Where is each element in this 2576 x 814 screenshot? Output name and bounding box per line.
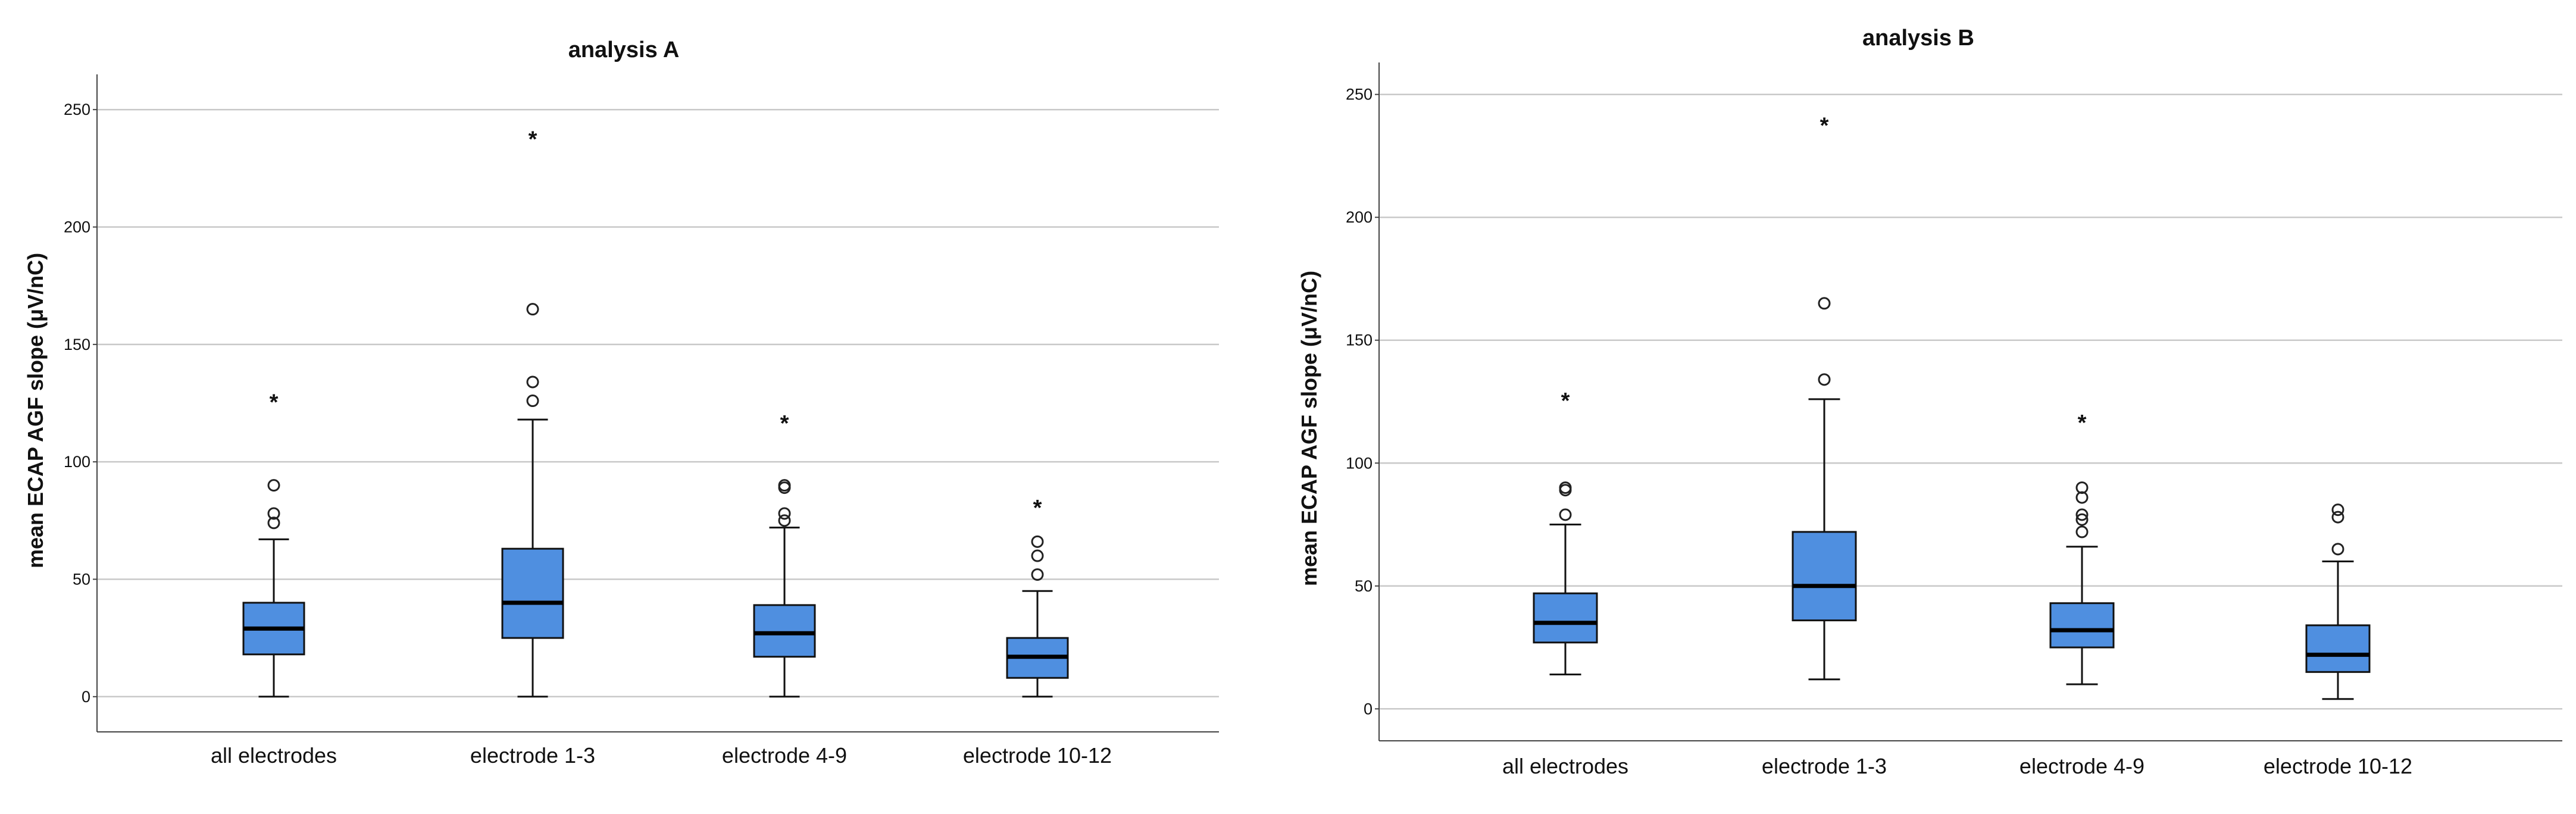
extreme-point: * <box>529 127 537 152</box>
chart-panel-a: analysis A mean ECAP AGF slope (μV/nC) 0… <box>0 0 1274 811</box>
chart-b-box-3: * <box>2049 411 2115 685</box>
chart-a-boxes: * * * * <box>242 127 1069 698</box>
outlier-point <box>778 507 791 520</box>
outlier-point <box>1031 535 1044 548</box>
chart-b-category-label: electrode 1-3 <box>1762 754 1887 778</box>
outlier-point <box>2331 503 2344 516</box>
chart-b-svg: analysis B mean ECAP AGF slope (μV/nC) 0… <box>1297 26 2562 778</box>
extreme-point: * <box>1820 113 1829 138</box>
chart-b-y-ticks: 0 50 100 150 200 250 <box>1346 86 1379 718</box>
outlier-point <box>526 303 539 316</box>
outlier-point <box>2075 508 2089 521</box>
chart-a-y-tick-label: 0 <box>82 688 90 706</box>
iqr-box <box>2305 624 2371 673</box>
outlier-point <box>1559 481 1572 494</box>
chart-b-y-tick-label: 250 <box>1346 86 1373 104</box>
iqr-box <box>753 604 816 658</box>
iqr-box <box>501 547 564 639</box>
outlier-point <box>267 507 280 520</box>
outlier-point <box>526 375 539 389</box>
chart-a-title: analysis A <box>568 37 680 62</box>
outlier-point <box>526 395 539 408</box>
outlier-point <box>2075 525 2089 539</box>
chart-a-box-2: * <box>501 127 564 698</box>
chart-b-boxes: * * * <box>1533 113 2371 700</box>
chart-b-gridlines <box>1379 93 2562 710</box>
iqr-box <box>1533 592 1598 644</box>
chart-b-box-1: * <box>1533 389 1598 675</box>
chart-b-box-2: * <box>1792 113 1857 681</box>
chart-b-y-tick-label: 100 <box>1346 454 1373 472</box>
extreme-point: * <box>2078 411 2087 436</box>
chart-a-y-tick-label: 150 <box>64 336 90 353</box>
outlier-point <box>778 514 791 527</box>
chart-b-y-tick-label: 200 <box>1346 208 1373 226</box>
outlier-point <box>1031 568 1044 581</box>
chart-b-category-label: electrode 10-12 <box>2264 754 2412 778</box>
chart-b-y-tick-label: 50 <box>1355 577 1373 595</box>
chart-b-y-tick-label: 150 <box>1346 331 1373 349</box>
chart-a-y-ticks: 0 50 100 150 200 250 <box>64 101 97 706</box>
chart-a-svg: analysis A mean ECAP AGF slope (μV/nC) 0… <box>23 37 1219 768</box>
extreme-point: * <box>1033 496 1042 521</box>
outlier-point <box>1818 373 1831 386</box>
chart-a-category-label: electrode 1-3 <box>470 743 595 768</box>
chart-a-box-4: * <box>1006 496 1069 698</box>
chart-b-category-label: electrode 4-9 <box>2019 754 2144 778</box>
chart-a-y-tick-label: 200 <box>64 218 90 236</box>
chart-a-y-tick-label: 250 <box>64 101 90 118</box>
chart-a-category-label: electrode 10-12 <box>963 743 1112 768</box>
chart-a-categories: all electrodes electrode 1-3 electrode 4-9… <box>211 743 1112 768</box>
chart-b-box-4 <box>2305 503 2371 700</box>
outlier-point <box>2331 511 2344 524</box>
outlier-point <box>2075 481 2089 494</box>
extreme-point: * <box>780 411 789 436</box>
chart-a-box-1: * <box>242 390 305 698</box>
chart-a-category-label: all electrodes <box>211 743 337 768</box>
outlier-point <box>778 479 791 492</box>
chart-a-y-tick-label: 50 <box>73 570 90 588</box>
iqr-box <box>1792 531 1857 622</box>
outlier-point <box>267 516 280 530</box>
chart-a-y-tick-label: 100 <box>64 453 90 471</box>
outlier-point <box>267 479 280 492</box>
extreme-point: * <box>1561 389 1570 414</box>
outlier-point <box>1559 508 1572 521</box>
iqr-box <box>2049 602 2115 649</box>
chart-panel-b: analysis B mean ECAP AGF slope (μV/nC) 0… <box>1280 0 2576 811</box>
chart-b-title: analysis B <box>1862 26 1974 51</box>
outlier-point <box>1031 549 1044 562</box>
chart-b-y-axis-label: mean ECAP AGF slope (μV/nC) <box>1297 271 1321 586</box>
chart-b-y-tick-label: 0 <box>1364 700 1373 718</box>
outlier-point <box>2075 513 2089 526</box>
chart-a-box-3: * <box>753 411 816 698</box>
outlier-point <box>1818 297 1831 310</box>
chart-a-y-axis-label: mean ECAP AGF slope (μV/nC) <box>23 253 48 568</box>
chart-a-category-label: electrode 4-9 <box>722 743 847 768</box>
chart-b-category-label: all electrodes <box>1502 754 1628 778</box>
extreme-point: * <box>270 390 279 415</box>
outlier-point <box>2331 543 2344 556</box>
chart-b-categories: all electrodes electrode 1-3 electrode 4-9… <box>1502 754 2412 778</box>
